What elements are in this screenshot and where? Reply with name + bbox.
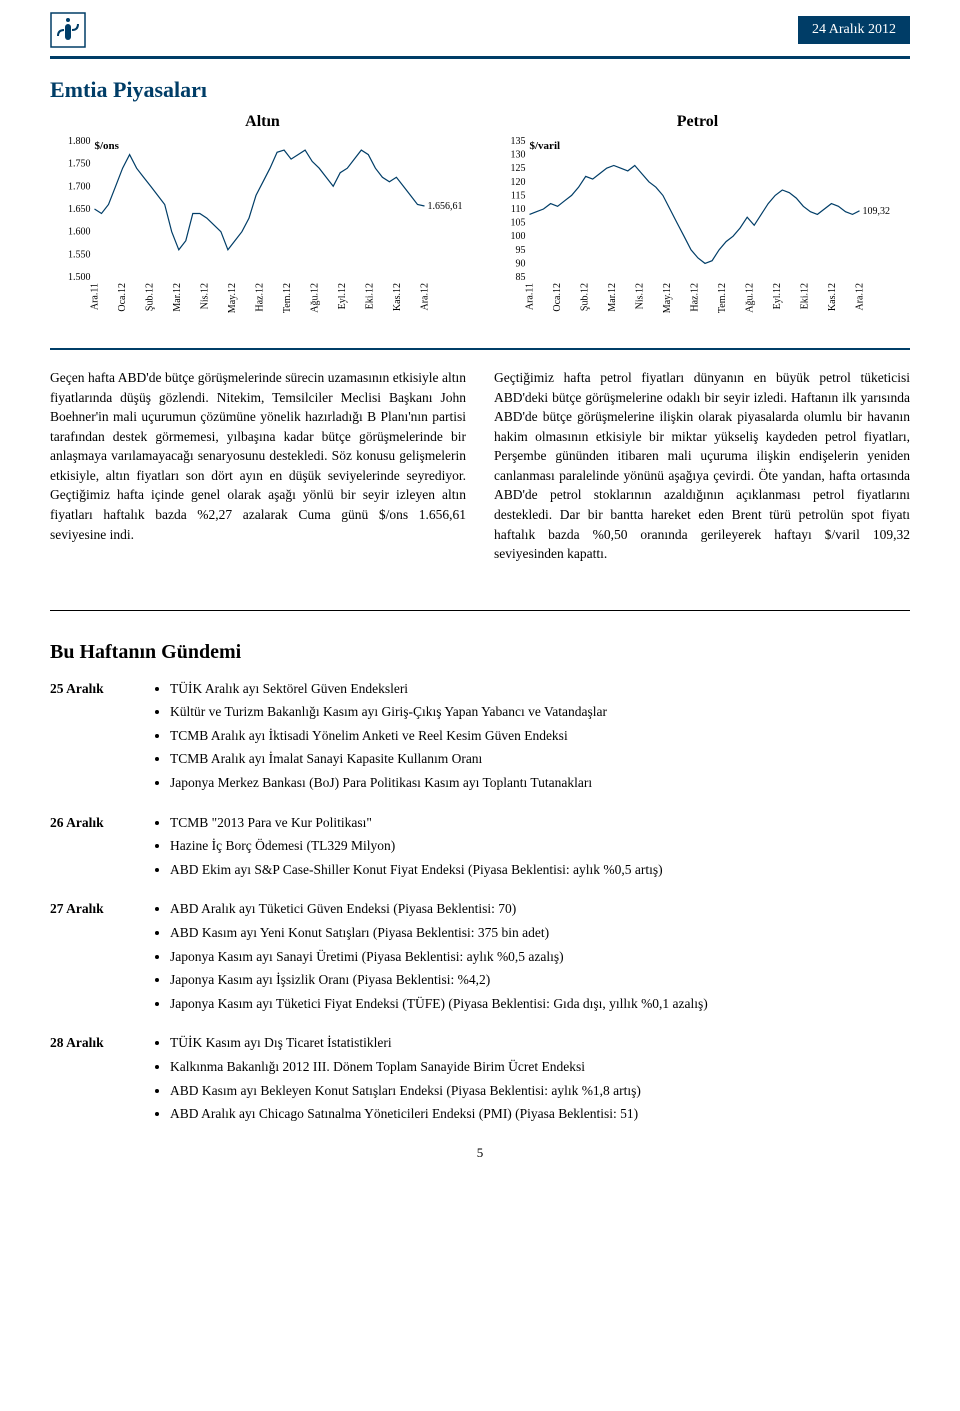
right-paragraph: Geçtiğimiz hafta petrol fiyatları dünyan… bbox=[494, 368, 910, 564]
agenda-item: ABD Kasım ayı Bekleyen Konut Satışları E… bbox=[170, 1080, 641, 1102]
svg-text:Kas.12: Kas.12 bbox=[392, 283, 403, 311]
agenda-table: 25 Aralık TÜİK Aralık ayı Sektörel Güven … bbox=[50, 678, 910, 1127]
agenda-item: TÜİK Kasım ayı Dış Ticaret İstatistikler… bbox=[170, 1032, 641, 1054]
bank-logo-icon bbox=[50, 12, 86, 48]
svg-text:Şub.12: Şub.12 bbox=[145, 283, 156, 311]
section-title: Emtia Piyasaları bbox=[50, 77, 910, 103]
svg-text:1.550: 1.550 bbox=[68, 249, 91, 260]
thin-divider bbox=[50, 610, 910, 611]
agenda-item: Japonya Kasım ayı Tüketici Fiyat Endeksi… bbox=[170, 993, 708, 1015]
svg-text:90: 90 bbox=[516, 258, 526, 269]
svg-text:Mar.12: Mar.12 bbox=[607, 283, 618, 312]
svg-text:95: 95 bbox=[516, 245, 526, 256]
svg-text:1.700: 1.700 bbox=[68, 181, 91, 192]
agenda-item: TCMB Aralık ayı İmalat Sanayi Kapasite K… bbox=[170, 748, 607, 770]
gold-chart: Altın $/ons 1.800 1.750 1.700 1.650 1.600 1.55… bbox=[50, 113, 475, 330]
svg-text:Ağu.12: Ağu.12 bbox=[310, 283, 321, 313]
svg-text:1.750: 1.750 bbox=[68, 159, 91, 170]
agenda-item: TCMB Aralık ayı İktisadi Yönelim Anketi … bbox=[170, 725, 607, 747]
svg-text:135: 135 bbox=[511, 136, 526, 147]
svg-text:Oca.12: Oca.12 bbox=[552, 283, 563, 312]
svg-text:Kas.12: Kas.12 bbox=[827, 283, 838, 311]
agenda-row: 27 Aralık ABD Aralık ayı Tüketici Güven E… bbox=[50, 898, 910, 1016]
svg-text:110: 110 bbox=[511, 204, 526, 215]
divider bbox=[50, 348, 910, 350]
svg-text:Eki.12: Eki.12 bbox=[365, 283, 376, 309]
agenda-item: ABD Ekim ayı S&P Case-Shiller Konut Fiya… bbox=[170, 859, 663, 881]
svg-text:Şub.12: Şub.12 bbox=[580, 283, 591, 311]
svg-text:1.650: 1.650 bbox=[68, 204, 91, 215]
svg-text:115: 115 bbox=[511, 190, 526, 201]
gold-chart-title: Altın bbox=[50, 113, 475, 131]
agenda-item: Japonya Merkez Bankası (BoJ) Para Politi… bbox=[170, 772, 607, 794]
svg-text:Mar.12: Mar.12 bbox=[172, 283, 183, 312]
svg-text:Tem.12: Tem.12 bbox=[282, 283, 293, 313]
svg-text:105: 105 bbox=[511, 218, 526, 229]
svg-text:Oca.12: Oca.12 bbox=[117, 283, 128, 312]
agenda-date: 27 Aralık bbox=[50, 898, 150, 1016]
agenda-item: TÜİK Aralık ayı Sektörel Güven Endeksler… bbox=[170, 678, 607, 700]
svg-text:Eyl.12: Eyl.12 bbox=[772, 283, 783, 309]
svg-text:May.12: May.12 bbox=[662, 283, 673, 313]
page-header: 24 Aralık 2012 bbox=[50, 0, 910, 59]
agenda-item: Japonya Kasım ayı Sanayi Üretimi (Piyasa… bbox=[170, 946, 708, 968]
svg-text:125: 125 bbox=[511, 163, 526, 174]
svg-text:$/varil: $/varil bbox=[530, 140, 561, 152]
svg-text:1.500: 1.500 bbox=[68, 272, 91, 283]
svg-text:$/ons: $/ons bbox=[95, 140, 120, 152]
svg-text:Ağu.12: Ağu.12 bbox=[745, 283, 756, 313]
svg-text:120: 120 bbox=[511, 177, 526, 188]
svg-text:Ara.12: Ara.12 bbox=[855, 283, 866, 311]
oil-chart-title: Petrol bbox=[485, 113, 910, 131]
agenda-title: Bu Haftanın Gündemi bbox=[50, 641, 910, 664]
body-columns: Geçen hafta ABD'de bütçe görüşmelerinde … bbox=[50, 368, 910, 564]
svg-text:Nis.12: Nis.12 bbox=[200, 283, 211, 309]
svg-text:Eyl.12: Eyl.12 bbox=[337, 283, 348, 309]
agenda-date: 26 Aralık bbox=[50, 812, 150, 883]
gold-chart-svg: $/ons 1.800 1.750 1.700 1.650 1.600 1.550 1.500… bbox=[50, 135, 475, 325]
agenda-item: Kalkınma Bakanlığı 2012 III. Dönem Topla… bbox=[170, 1056, 641, 1078]
agenda-item: Kültür ve Turizm Bakanlığı Kasım ayı Gir… bbox=[170, 701, 607, 723]
agenda-items: ABD Aralık ayı Tüketici Güven Endeksi (P… bbox=[150, 898, 708, 1016]
svg-text:Ara.11: Ara.11 bbox=[90, 283, 101, 310]
svg-text:Nis.12: Nis.12 bbox=[635, 283, 646, 309]
svg-text:Haz.12: Haz.12 bbox=[255, 283, 266, 312]
oil-chart: Petrol $/varil 135 130 125 120 115 110 105 100 95… bbox=[485, 113, 910, 330]
charts-row: Altın $/ons 1.800 1.750 1.700 1.650 1.600 1.55… bbox=[50, 113, 910, 330]
agenda-items: TÜİK Kasım ayı Dış Ticaret İstatistikler… bbox=[150, 1032, 641, 1126]
agenda-items: TÜİK Aralık ayı Sektörel Güven Endeksler… bbox=[150, 678, 607, 796]
svg-text:85: 85 bbox=[516, 272, 526, 283]
agenda-item: Hazine İç Borç Ödemesi (TL329 Milyon) bbox=[170, 835, 663, 857]
agenda-date: 25 Aralık bbox=[50, 678, 150, 796]
svg-text:1.800: 1.800 bbox=[68, 136, 91, 147]
svg-text:1.600: 1.600 bbox=[68, 227, 91, 238]
svg-text:100: 100 bbox=[511, 231, 526, 242]
agenda-items: TCMB "2013 Para ve Kur Politikası"Hazine… bbox=[150, 812, 663, 883]
agenda-row: 26 AralıkTCMB "2013 Para ve Kur Politika… bbox=[50, 812, 910, 883]
page-number: 5 bbox=[50, 1145, 910, 1161]
agenda-item: ABD Kasım ayı Yeni Konut Satışları (Piya… bbox=[170, 922, 708, 944]
svg-text:May.12: May.12 bbox=[227, 283, 238, 313]
agenda-item: ABD Aralık ayı Tüketici Güven Endeksi (P… bbox=[170, 898, 708, 920]
svg-text:Ara.11: Ara.11 bbox=[525, 283, 536, 310]
svg-text:Eki.12: Eki.12 bbox=[800, 283, 811, 309]
left-paragraph: Geçen hafta ABD'de bütçe görüşmelerinde … bbox=[50, 368, 466, 564]
svg-text:Tem.12: Tem.12 bbox=[717, 283, 728, 313]
oil-chart-svg: $/varil 135 130 125 120 115 110 105 100 95 90 85 109… bbox=[485, 135, 910, 325]
svg-text:130: 130 bbox=[511, 150, 526, 161]
agenda-date: 28 Aralık bbox=[50, 1032, 150, 1126]
date-badge: 24 Aralık 2012 bbox=[798, 16, 910, 44]
agenda-row: 25 Aralık TÜİK Aralık ayı Sektörel Güven … bbox=[50, 678, 910, 796]
agenda-row: 28 Aralık TÜİK Kasım ayı Dış Ticaret İsta… bbox=[50, 1032, 910, 1126]
svg-text:109,32: 109,32 bbox=[863, 206, 891, 217]
agenda-item: TCMB "2013 Para ve Kur Politikası" bbox=[170, 812, 663, 834]
svg-text:Haz.12: Haz.12 bbox=[690, 283, 701, 312]
agenda-item: Japonya Kasım ayı İşsizlik Oranı (Piyasa… bbox=[170, 969, 708, 991]
agenda-item: ABD Aralık ayı Chicago Satınalma Yönetic… bbox=[170, 1103, 641, 1125]
svg-text:1.656,61: 1.656,61 bbox=[428, 201, 463, 212]
svg-text:Ara.12: Ara.12 bbox=[420, 283, 431, 311]
